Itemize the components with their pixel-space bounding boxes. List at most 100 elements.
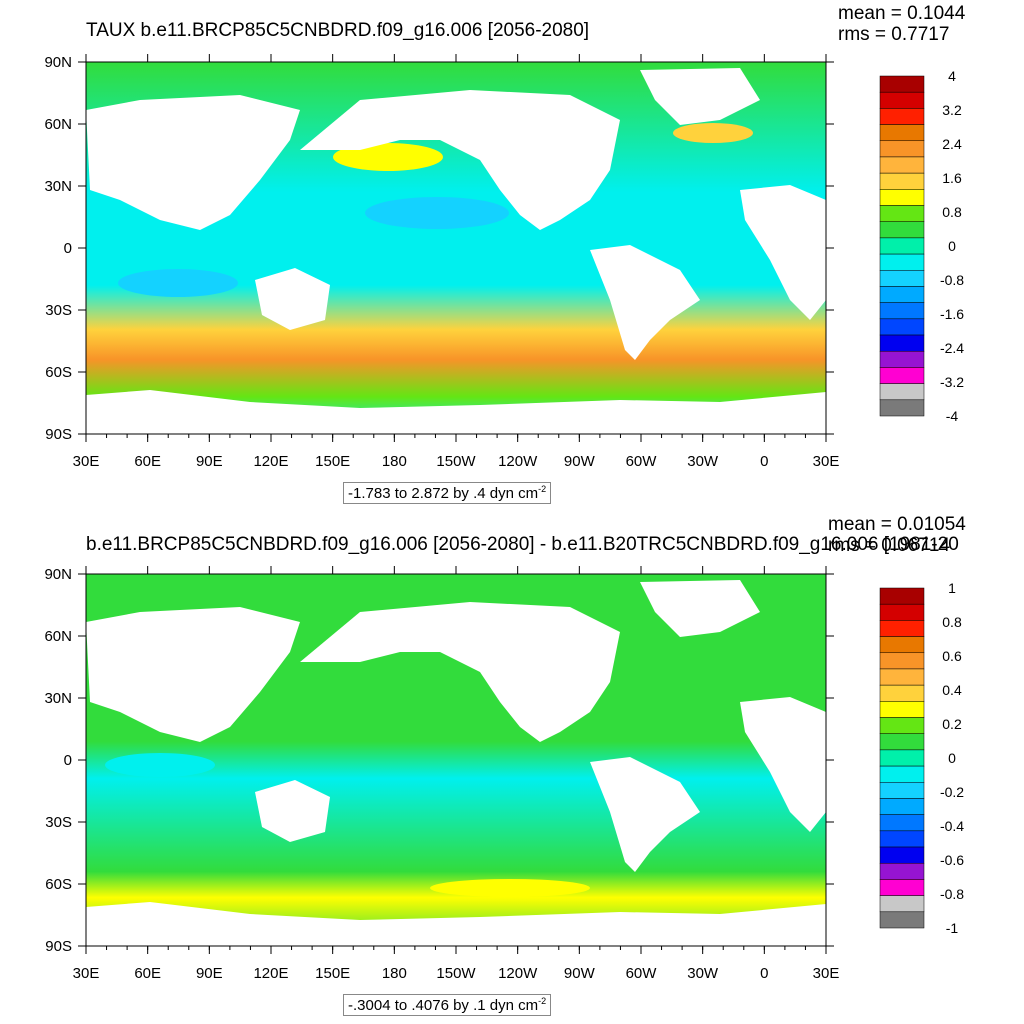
panel1-map: [85, 61, 827, 435]
panel2-colorbar-swatch: [879, 798, 925, 815]
panel1-y-tick-label: 60S: [45, 364, 72, 381]
panel2-y-tick-label: 30N: [44, 690, 72, 707]
panel1-y-tick-label: 30S: [45, 302, 72, 319]
panel2-colorbar-label: -0.8: [940, 886, 964, 902]
panel1-low-eq-pacific: [365, 197, 509, 229]
panel2-x-tick-label: 120E: [253, 965, 288, 982]
panel2-map: [85, 573, 827, 947]
panel2-colorbar-swatch: [879, 620, 925, 637]
panel1-colorbar-label: 0: [948, 238, 956, 254]
panel1-colorbar-swatch: [879, 286, 925, 303]
panel2-colorbar-swatch: [879, 668, 925, 686]
panel2-colorbar-label: -0.2: [940, 784, 964, 800]
panel2-colorbar-swatch: [879, 652, 925, 670]
panel2-colorbar-swatch: [879, 733, 925, 751]
panel1-land-south-america: [590, 245, 700, 360]
panel2-y-tick-label: 90N: [44, 566, 72, 583]
panel2-land-greenland: [640, 580, 760, 637]
panel1-land-greenland: [640, 68, 760, 125]
panel2-x-tick-label: 60E: [134, 965, 161, 982]
panel1-colorbar-swatch: [879, 156, 925, 174]
panel2-colorbar-swatch: [879, 830, 925, 848]
panel2-x-tick-label: 150E: [315, 965, 350, 982]
panel1-colorbar-label: -0.8: [940, 272, 964, 288]
panel1-colorbar-label: 3.2: [942, 102, 962, 118]
panel1-contour-label: -1.783 to 2.872 by .4 dyn cm-2: [343, 482, 552, 504]
panel2-colorbar-swatch: [879, 636, 925, 654]
panel2-colorbar-label: 0.8: [942, 614, 962, 630]
panel1-colorbar-swatch: [879, 172, 925, 190]
panel2-x-tick-label: 120W: [498, 965, 538, 982]
panel1-land-africa: [740, 185, 826, 320]
panel2-land-antarctica: [86, 902, 826, 946]
panel2-colorbar-swatch: [879, 879, 925, 896]
panel2-x-tick-label: 0: [760, 965, 768, 982]
panel1-title: TAUX b.e11.BRCP85C5CNBDRD.f09_g16.006 [2…: [86, 20, 590, 41]
panel2-colorbar-swatch: [879, 765, 925, 783]
panel1-colorbar-swatch: [879, 399, 925, 417]
panel2-x-tick-label: 30E: [813, 965, 840, 982]
panel1-colorbar-swatch: [879, 75, 925, 93]
panel1-y-tick-label: 60N: [44, 116, 72, 133]
panel1-colorbar-swatch: [879, 270, 925, 287]
panel2-colorbar-label: -0.6: [940, 852, 964, 868]
panel2-low-indian: [105, 753, 215, 777]
panel2-y-tick-label: 30S: [45, 814, 72, 831]
panel2-y-tick-label: 60N: [44, 628, 72, 645]
panel1-colorbar-label: 1.6: [942, 170, 962, 186]
panel1-y-tick-label: 30N: [44, 178, 72, 195]
panel2-land-australia: [255, 780, 330, 842]
panel1-colorbar-swatch: [879, 205, 925, 222]
panel2-colorbar-label: 0.6: [942, 648, 962, 664]
panel2-colorbar-label: 0.4: [942, 682, 962, 698]
panel1-x-tick-label: 60W: [626, 453, 658, 470]
panel2-colorbar-swatch: [879, 701, 925, 718]
panel2-colorbar-swatch: [879, 587, 925, 605]
panel1-x-tick-label: 0: [760, 453, 768, 470]
panel1-colorbar-swatch: [879, 253, 925, 271]
panel1-x-tick-label: 30W: [687, 453, 719, 470]
panel2-colorbar-swatch: [879, 749, 925, 767]
panel1-x-tick-label: 30E: [813, 453, 840, 470]
panel2-colorbar-swatch: [879, 814, 925, 832]
panel2-colorbar-swatch: [879, 895, 925, 913]
panel1-colorbar-label: 4: [948, 68, 956, 84]
panel2-title: b.e11.BRCP85C5CNBDRD.f09_g16.006 [2056-2…: [86, 534, 959, 555]
panel1-colorbar-swatch: [879, 367, 925, 384]
panel1-colorbar-swatch: [879, 140, 925, 158]
panel2-rms: rms = 0.06714: [828, 535, 950, 556]
panel1-colorbar-swatch: [879, 108, 925, 125]
panel2-mean: mean = 0.01054: [828, 514, 966, 535]
panel2-colorbar-label: -1: [946, 920, 959, 936]
panel1-colorbar-swatch: [879, 189, 925, 206]
panel1-mean: mean = 0.1044: [838, 3, 966, 24]
panel2-y-tick-label: 60S: [45, 876, 72, 893]
panel2-colorbar-label: 1: [948, 580, 956, 596]
panel1-x-tick-label: 180: [382, 453, 407, 470]
panel1-low-indian: [118, 269, 238, 297]
panel2-x-tick-label: 90E: [196, 965, 223, 982]
panel1-x-tick-label: 30E: [73, 453, 100, 470]
panel1-colorbar-swatch: [879, 221, 925, 239]
panel2-x-tick-label: 30E: [73, 965, 100, 982]
panel2-land-south-america: [590, 757, 700, 872]
panel1-colorbar-label: -2.4: [940, 340, 964, 356]
panel2-colorbar-swatch: [879, 782, 925, 799]
panel2-contour-range: -.3004 to .4076 by .1 dyn cm: [348, 997, 539, 1014]
panel1-colorbar-swatch: [879, 383, 925, 401]
panel1-x-tick-label: 150W: [436, 453, 476, 470]
panel1-colorbar-swatch: [879, 124, 925, 142]
panel2-y-tick-label: 0: [64, 752, 72, 769]
panel1-land-australia: [255, 268, 330, 330]
panel1-x-tick-label: 90E: [196, 453, 223, 470]
panel1-contour-unit-exp: -2: [538, 484, 547, 494]
panel1-land-eurasia: [86, 95, 300, 230]
panel1-colorbar-label: -4: [946, 408, 959, 424]
panel2-x-tick-label: 180: [382, 965, 407, 982]
panel2-x-tick-label: 30W: [687, 965, 719, 982]
panel1-x-tick-label: 120W: [498, 453, 538, 470]
panel1-x-tick-label: 150E: [315, 453, 350, 470]
panel2-colorbar-swatch: [879, 684, 925, 702]
panel2-colorbar-label: -0.4: [940, 818, 964, 834]
